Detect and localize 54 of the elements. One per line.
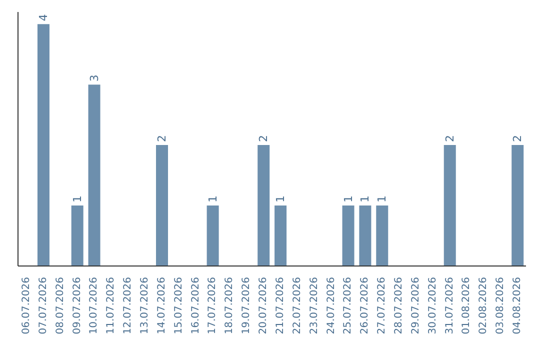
x-tick-label: 03.08.2026 — [495, 277, 506, 334]
x-tick-label: 31.07.2026 — [444, 277, 456, 334]
data-label: 1 — [376, 196, 389, 203]
data-label: 2 — [257, 135, 270, 142]
x-tick-label: 29.07.2026 — [410, 277, 422, 334]
x-tick-label: 07.07.2026 — [38, 277, 49, 334]
data-label: 1 — [274, 196, 288, 203]
x-tick-label: 20.07.2026 — [258, 277, 270, 334]
data-label: 1 — [206, 196, 220, 203]
x-tick-label: 23.07.2026 — [308, 277, 320, 334]
x-tick-label: 28.07.2026 — [394, 277, 404, 334]
x-tick-label: 04.08.2026 — [512, 277, 524, 334]
x-tick-label: 12.07.2026 — [122, 277, 134, 334]
bar — [156, 145, 168, 266]
bar — [359, 206, 372, 266]
data-label: 3 — [88, 74, 101, 82]
x-tick-label: 09.07.2026 — [72, 277, 83, 334]
x-tick-label: 22.07.2026 — [292, 277, 303, 334]
x-tick-label: 19.07.2026 — [241, 277, 252, 334]
data-label: 2 — [443, 135, 456, 142]
x-tick-label: 17.07.2026 — [207, 277, 218, 334]
x-tick-label: 15.07.2026 — [173, 277, 184, 334]
bar — [444, 145, 456, 266]
x-tick-label: 01.08.2026 — [461, 277, 472, 334]
bar — [71, 206, 84, 266]
x-tick-label: 26.07.2026 — [360, 277, 371, 334]
x-tick-label: 13.07.2026 — [140, 277, 150, 334]
data-label: 1 — [358, 196, 372, 203]
x-tick-label: 11.07.2026 — [106, 277, 117, 334]
x-tick-label: 14.07.2026 — [156, 277, 168, 334]
data-label: 2 — [156, 135, 169, 142]
x-tick-label: 02.08.2026 — [478, 277, 490, 334]
data-label: 1 — [70, 196, 84, 203]
bar — [37, 24, 50, 266]
bar — [206, 206, 219, 266]
x-tick-label: 30.07.2026 — [427, 277, 438, 334]
x-tick-label: 21.07.2026 — [274, 277, 286, 334]
x-tick-label: 18.07.2026 — [224, 277, 236, 334]
x-tick-label: 25.07.2026 — [342, 277, 354, 334]
x-tick-label: 27.07.2026 — [376, 277, 388, 334]
x-tick-label: 24.07.2026 — [326, 277, 337, 334]
bar — [88, 84, 100, 266]
x-tick-label: 10.07.2026 — [88, 277, 100, 334]
data-label: 2 — [511, 135, 524, 142]
x-tick-label: 08.07.2026 — [54, 277, 66, 334]
bar — [342, 206, 354, 266]
data-label: 4 — [36, 14, 50, 22]
x-tick-label: 16.07.2026 — [190, 277, 202, 334]
x-tick-label: 06.07.2026 — [20, 277, 32, 334]
bar — [512, 145, 524, 266]
bar — [274, 206, 287, 266]
bar — [258, 145, 270, 266]
bar — [376, 206, 388, 266]
data-label: 1 — [342, 196, 355, 203]
